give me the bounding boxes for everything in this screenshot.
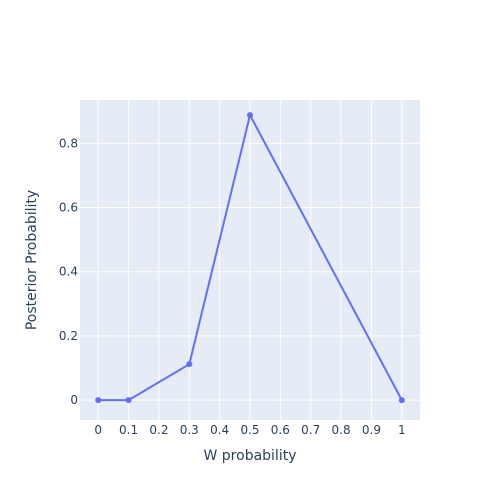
y-tick-label: 0.2 [59, 329, 78, 343]
x-tick-label: 0.5 [240, 423, 259, 437]
x-tick-label: 0.8 [332, 423, 351, 437]
y-tick-label: 0 [70, 393, 78, 407]
x-tick-label: 0 [94, 423, 102, 437]
x-tick-label: 0.9 [362, 423, 381, 437]
y-tick-label: 0.8 [59, 136, 78, 150]
y-tick-labels: 0 0.2 0.4 0.6 0.8 [59, 136, 78, 407]
x-tick-label: 0.1 [119, 423, 138, 437]
series-group [95, 112, 405, 404]
y-tick-label: 0.6 [59, 201, 78, 215]
x-tick-label: 0.4 [210, 423, 229, 437]
x-gridlines [97, 100, 403, 420]
y-gridlines [80, 142, 420, 401]
x-axis-title: W probability [204, 448, 297, 464]
x-tick-label: 0.7 [301, 423, 320, 437]
data-point[interactable] [125, 397, 132, 404]
x-tick-labels: 0 0.1 0.2 0.3 0.4 0.5 0.6 0.7 0.8 0.9 1 [94, 423, 405, 437]
x-tick-label: 0.6 [271, 423, 290, 437]
data-point[interactable] [398, 397, 405, 404]
x-tick-label: 0.3 [180, 423, 199, 437]
y-axis-title: Posterior Probability [24, 190, 40, 330]
data-point[interactable] [247, 112, 253, 119]
y-tick-label: 0.4 [59, 265, 78, 279]
data-point[interactable] [186, 361, 193, 368]
x-tick-label: 1 [398, 423, 406, 437]
x-tick-label: 0.2 [149, 423, 168, 437]
data-point[interactable] [95, 397, 102, 404]
